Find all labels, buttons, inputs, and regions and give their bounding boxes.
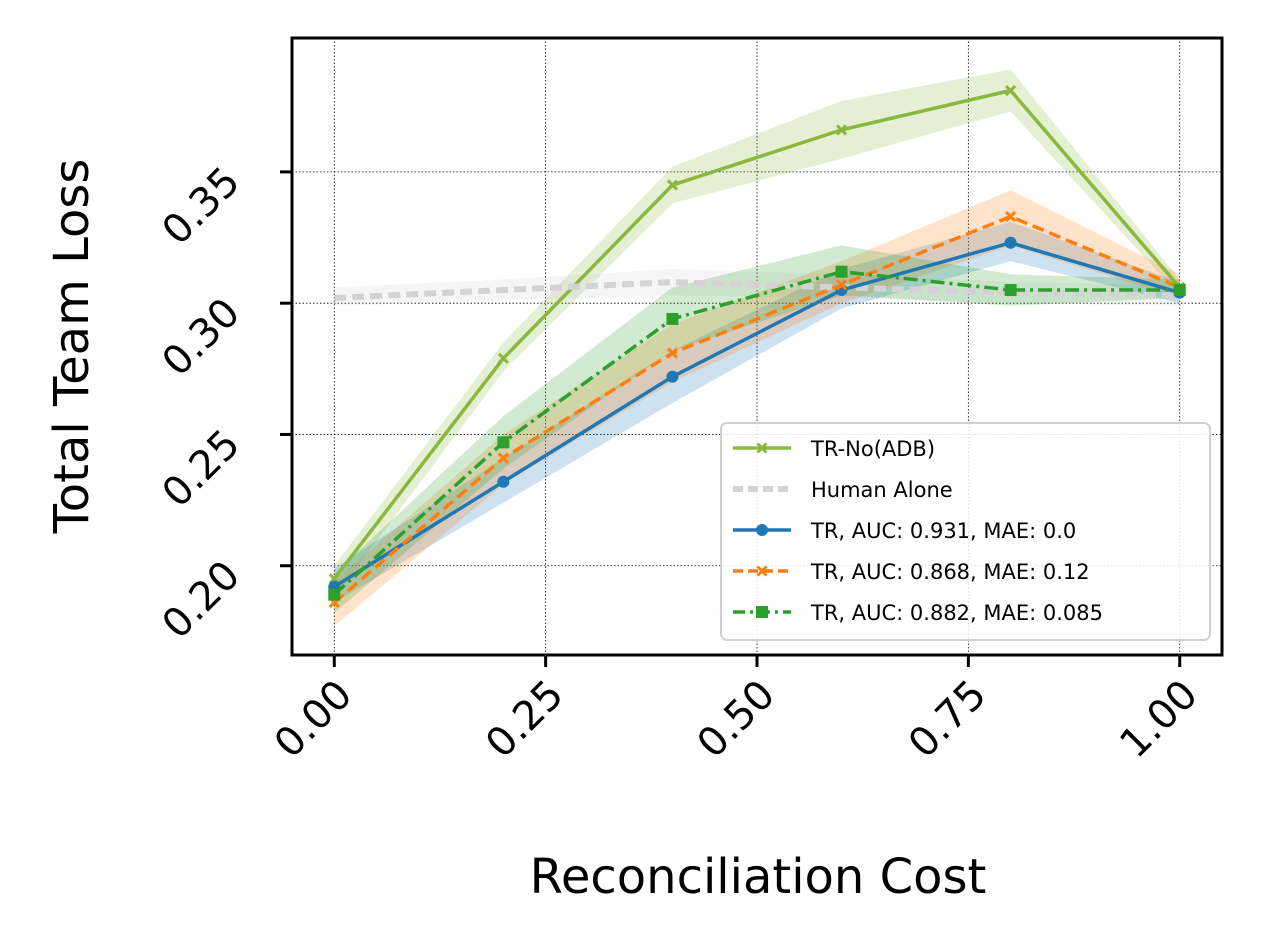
series-line	[334, 279, 1180, 301]
series-lines	[328, 84, 1186, 609]
data-point	[756, 565, 768, 577]
data-point	[835, 124, 848, 136]
data-point	[1004, 236, 1017, 249]
gridlines	[292, 38, 1222, 655]
series-line	[333, 241, 1181, 589]
data-point	[497, 436, 510, 449]
data-point	[497, 352, 509, 364]
data-point	[666, 179, 679, 191]
confidence-band	[334, 69, 1180, 598]
legend-box	[720, 422, 1211, 641]
data-point	[756, 524, 768, 536]
legend-label: TR, AUC: 0.931, MAE: 0.0	[810, 519, 1076, 543]
legend-label: TR-No(ADB)	[810, 437, 935, 461]
data-point	[835, 279, 848, 291]
legend-label: TR, AUC: 0.868, MAE: 0.12	[810, 560, 1090, 584]
series-human-alone	[334, 279, 1180, 301]
data-point	[666, 370, 679, 383]
legend-item: TR, AUC: 0.868, MAE: 0.12	[733, 560, 1090, 584]
data-point	[328, 588, 341, 601]
legend-item: TR, AUC: 0.882, MAE: 0.085	[733, 601, 1103, 625]
y-axis-title: Total Team Loss	[44, 159, 100, 535]
data-point	[1005, 84, 1017, 97]
x-axis-title: Reconciliation Cost	[530, 849, 987, 905]
legend-item: Human Alone	[733, 478, 953, 502]
data-point	[497, 452, 509, 464]
legend-item: TR-No(ADB)	[733, 437, 935, 461]
series-line	[333, 214, 1181, 604]
data-point	[756, 442, 768, 454]
confidence-band	[334, 221, 1180, 603]
data-point	[1173, 284, 1186, 297]
confidence-band	[334, 190, 1180, 627]
series-tr-auc-0-882-mae-0-085	[328, 265, 1186, 601]
legend: TR-No(ADB) Human Alone TR, AUC: 0.931, MAE…	[720, 422, 1211, 641]
legend-item: TR, AUC: 0.931, MAE: 0.0	[733, 519, 1076, 543]
data-point	[835, 265, 848, 278]
data-point	[1004, 284, 1017, 297]
data-point	[756, 606, 768, 618]
data-point	[497, 475, 510, 488]
series-line	[333, 269, 1180, 596]
data-point	[666, 312, 679, 325]
legend-label: TR, AUC: 0.882, MAE: 0.085	[810, 601, 1103, 625]
legend-label: Human Alone	[811, 478, 953, 502]
data-point	[666, 347, 679, 359]
series-line	[332, 88, 1182, 580]
data-point	[1005, 210, 1017, 223]
